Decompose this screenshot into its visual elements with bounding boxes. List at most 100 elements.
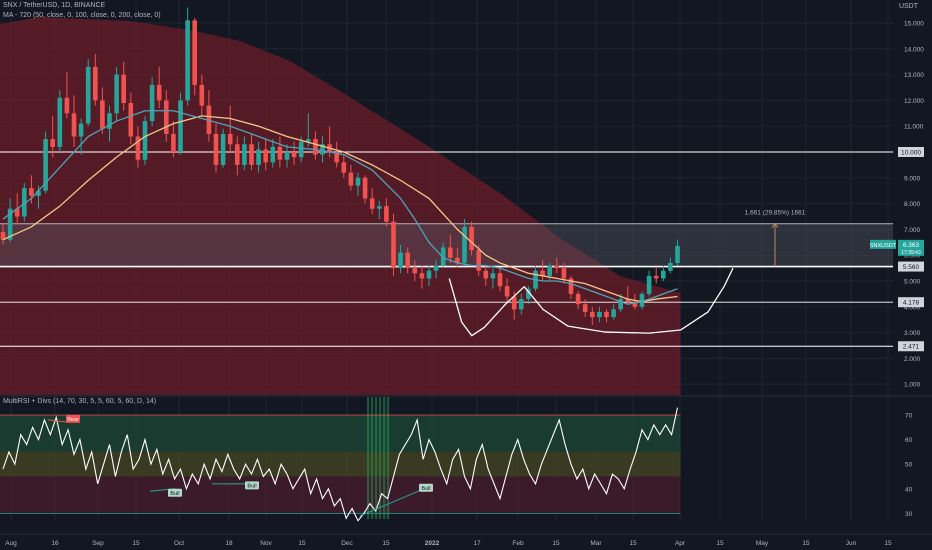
candle-body-5 [36,190,41,196]
signal-band-1 [371,397,374,519]
candle-body-25 [178,100,183,152]
candle-body-37 [263,149,268,163]
target-measure-label: 1.661 (29.85%) 1661 [745,210,806,217]
candle-body-24 [171,133,176,152]
candle-body-71 [504,286,510,297]
time-tick-label-5: 18 [225,540,233,547]
divergence-badge-2 [245,481,259,490]
candle-body-73 [519,299,524,310]
candle-body-54 [384,206,389,222]
price-tick-label-10: 5.000 [904,279,921,286]
candle-body-92 [653,275,659,279]
candle-body-59 [419,273,425,279]
divergence-label-0: Bear [67,417,79,423]
target-arrow [771,222,779,229]
time-tick-label-18: May [756,540,769,547]
time-tick-label-4: Oct [174,540,184,547]
candle-body-72 [511,296,517,310]
oscillator-title: MultiRSI + Divs (14, 70, 30, 5, 5, 60, 5… [3,398,157,405]
candle-body-47 [334,152,339,163]
candle-body-68 [483,270,489,279]
candle-body-80 [568,278,574,294]
price-level-badge-3 [898,341,924,352]
candle-body-34 [242,144,247,165]
candle-body-20 [142,121,148,160]
rsi-tick-label-1: 60 [905,437,913,444]
candle-body-90 [639,293,645,307]
candle-body-58 [412,268,418,274]
price-tick-label-8: 7.000 [904,227,921,234]
symbol-badge [870,239,896,249]
candle-body-42 [298,141,304,158]
candle-body-4 [29,188,34,196]
candle-body-53 [377,206,382,209]
candle-body-55 [391,221,396,269]
candle-body-89 [632,301,638,307]
time-tick-label-9: 15 [382,540,390,547]
candle-body-74 [526,288,531,300]
candle-body-60 [426,270,432,279]
time-tick-label-11: 17 [473,540,481,547]
price-tick-label-7: 8.000 [904,201,921,208]
candle-body-16 [114,74,119,114]
candle-body-41 [291,152,297,158]
divergence-badge-0 [66,414,80,423]
rsi-neutral-zone [0,451,681,477]
candle-body-56 [398,252,403,269]
candle-body-15 [107,113,112,129]
candle-body-81 [575,293,581,305]
price-tick-label-11: 4.000 [904,304,921,311]
price-tick-label-13: 2.000 [904,356,921,363]
time-tick-label-19: 15 [802,540,810,547]
resistance-zone [0,223,893,267]
candle-body-8 [57,97,63,147]
candle-body-64 [455,257,460,263]
candle-body-61 [433,265,439,271]
price-level-label-2: 4.178 [903,300,920,307]
price-level-label-0: 10.000 [901,150,921,157]
candle-body-84 [597,311,602,318]
candle-body-27 [192,20,197,85]
candle-body-57 [405,252,410,269]
candle-body-19 [135,136,141,160]
time-tick-label-7: 15 [298,540,306,547]
time-tick-label-16: Apr [675,540,686,547]
candle-body-79 [561,268,567,279]
candle-body-33 [235,144,240,165]
candle-body-1 [7,208,13,240]
price-tick-label-4: 11.000 [904,124,924,131]
price-level-badge-0 [898,147,924,157]
candle-body-49 [348,172,354,186]
time-tick-label-0: Aug [5,540,17,547]
price-tick-label-0: 15.000 [904,21,924,28]
candle-body-86 [611,309,616,318]
divergence-badge-3 [419,483,433,492]
ma50-line [2,110,678,305]
candle-body-6 [43,139,48,191]
candle-body-36 [256,149,261,165]
candle-body-95 [675,245,680,263]
candle-body-50 [355,177,361,186]
candle-body-65 [462,226,467,263]
price-tick-label-2: 13.000 [904,72,924,79]
rsi-bear-zone [0,476,681,514]
candle-body-2 [14,208,20,217]
cup-and-handle-pattern [448,267,734,337]
candle-body-11 [78,123,84,137]
ma-legend: MA - 720 (50, close, 0, 100, close, 0, 2… [3,12,161,19]
rsi-tick-label-0: 70 [905,413,913,420]
time-tick-label-2: Sep [92,540,104,547]
time-tick-label-3: 15 [132,540,140,547]
candle-body-83 [590,311,595,318]
bull-divergence-line-3 [359,488,425,517]
candle-body-77 [547,265,552,276]
price-tick-label-3: 12.000 [904,98,924,105]
candle-body-85 [604,311,609,318]
candle-body-78 [554,265,560,269]
candle-body-51 [362,177,368,199]
candle-body-0 [0,231,6,240]
candle-body-22 [156,84,162,101]
candle-body-67 [476,250,481,271]
signal-band-5 [387,397,390,519]
